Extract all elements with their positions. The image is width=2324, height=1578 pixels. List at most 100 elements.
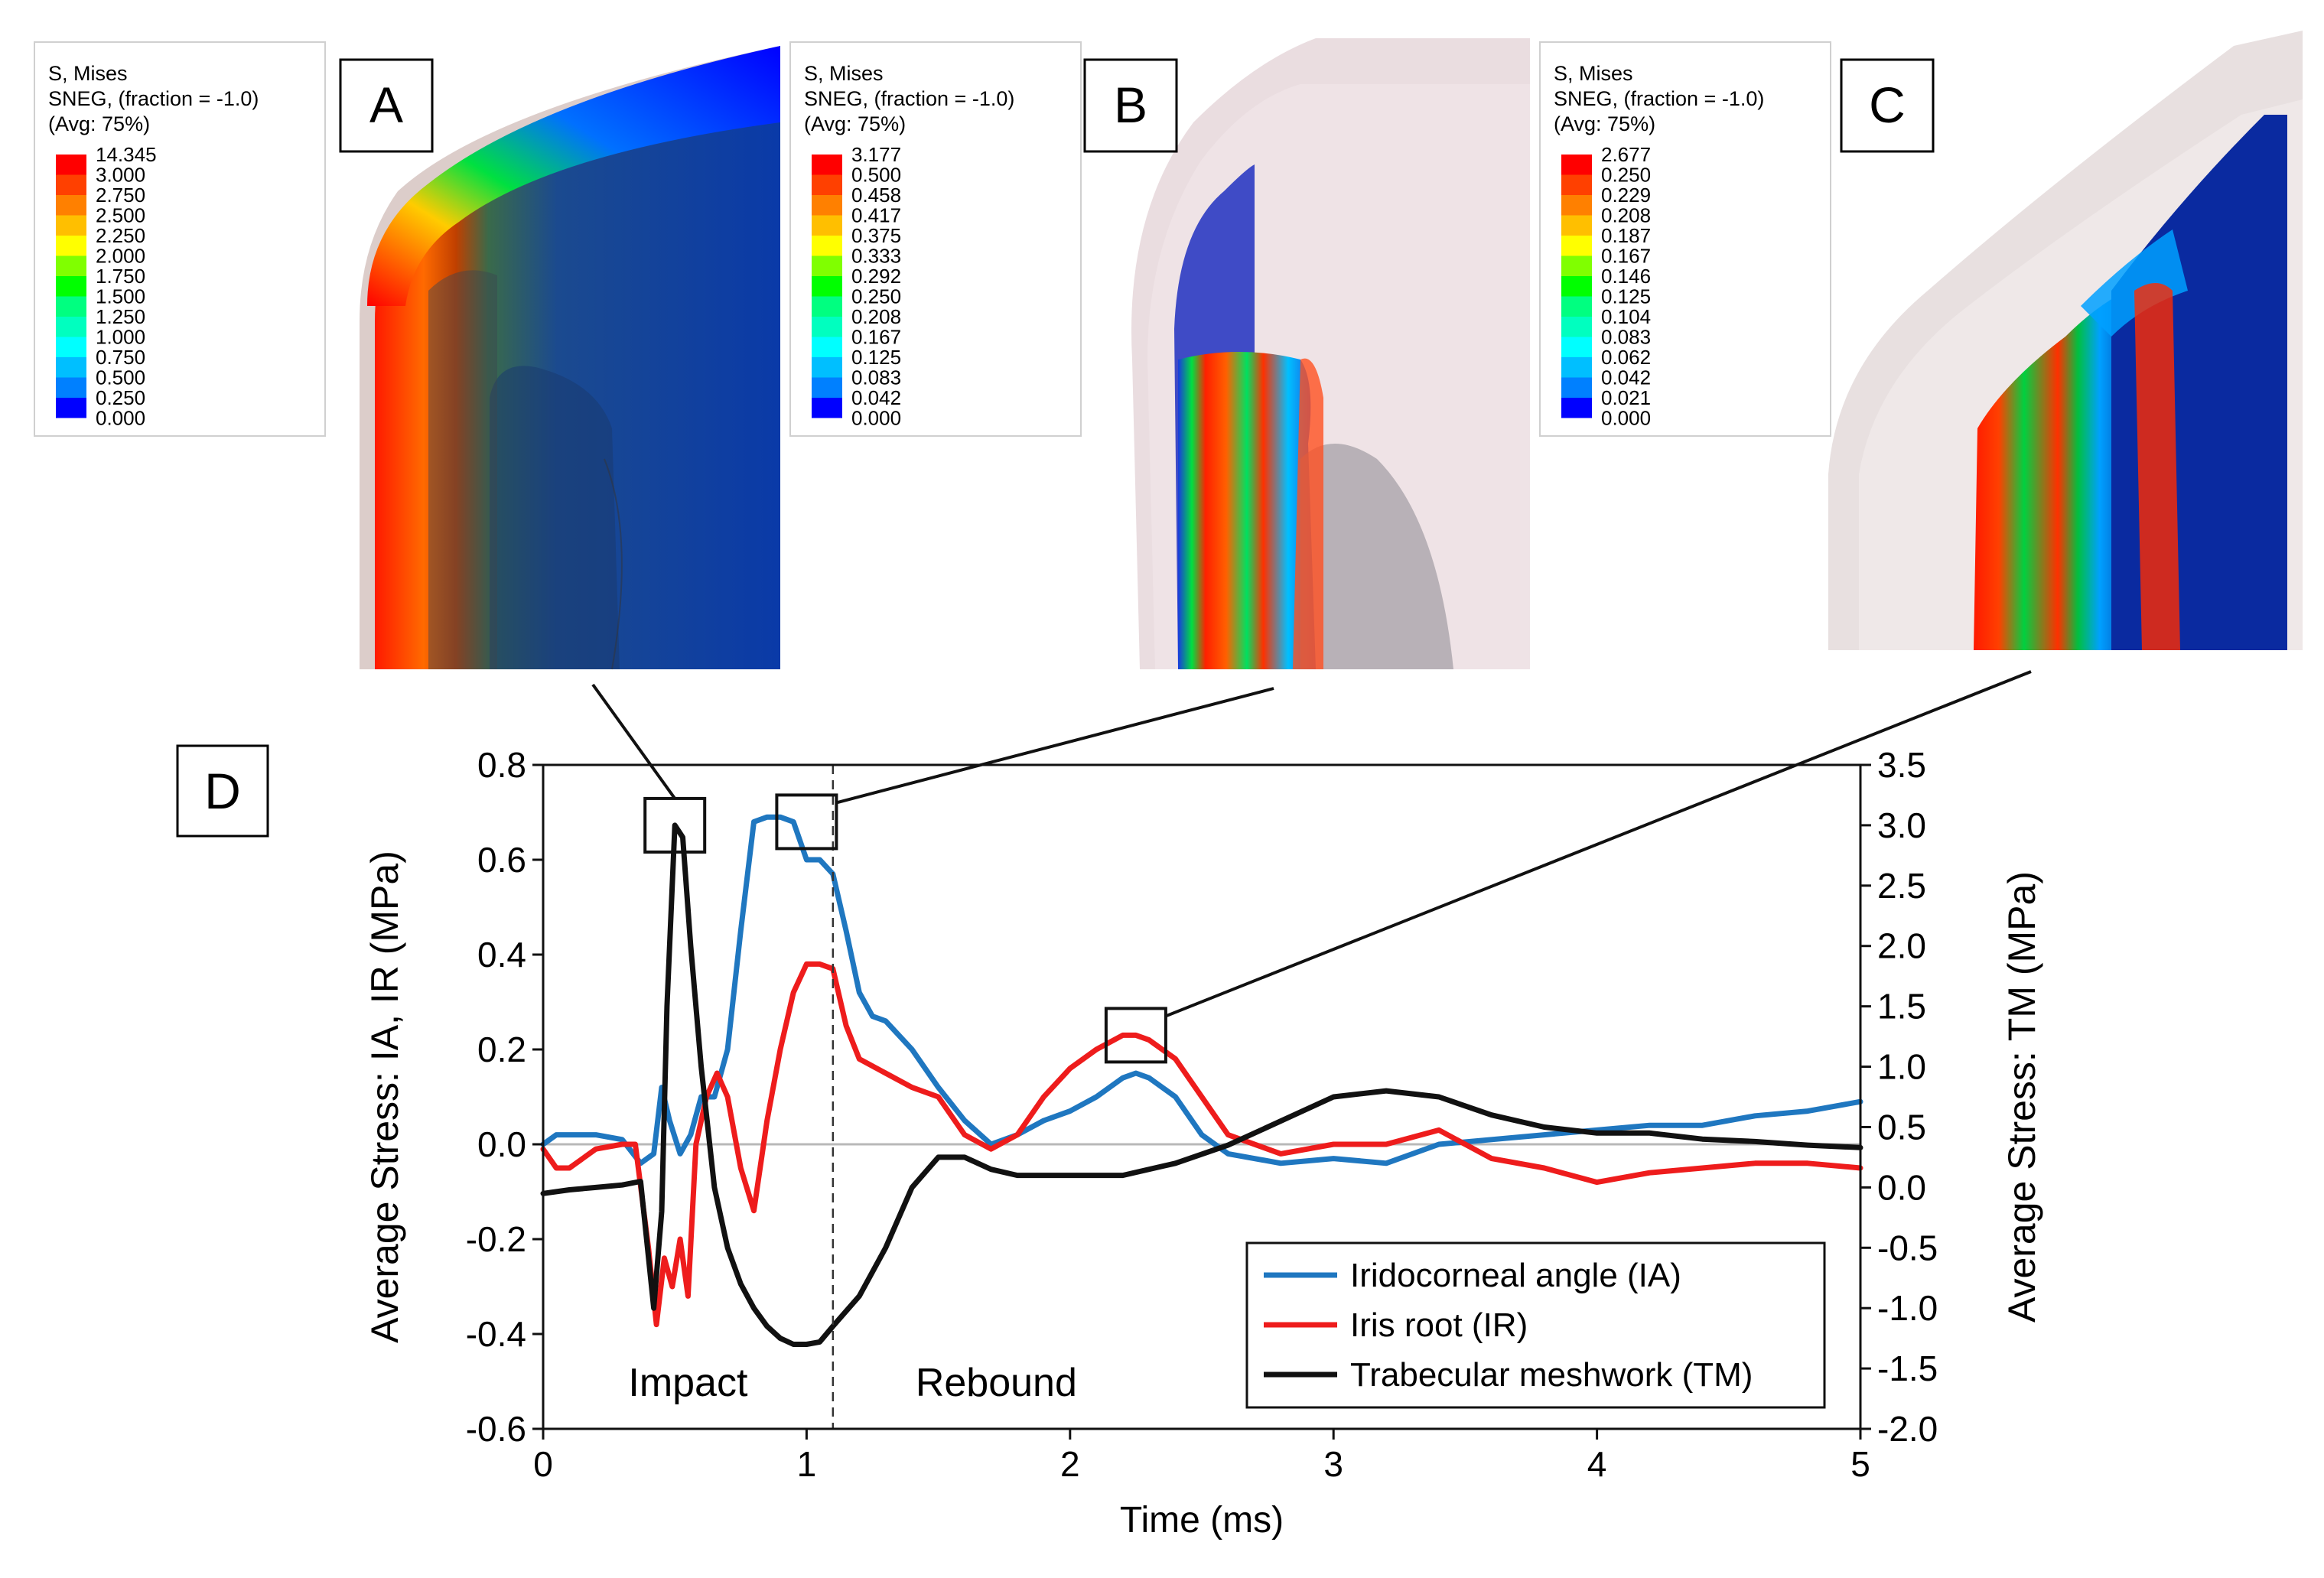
chart-legend-label: Iris root (IR) [1350, 1306, 1528, 1344]
x-axis-title: Time (ms) [1120, 1500, 1284, 1541]
legend-header-line: (Avg: 75%) [48, 112, 150, 135]
legend-color-swatch [1561, 255, 1592, 276]
highlight-box-c [1104, 1007, 1167, 1064]
y-right-tick-label: 1.5 [1877, 987, 1926, 1027]
svg-text:D: D [204, 763, 241, 819]
legend-color-swatch [1561, 317, 1592, 337]
legend-color-swatch [1561, 296, 1592, 317]
legend-value: 0.500 [851, 164, 901, 187]
annotation-layer [591, 670, 2032, 1429]
legend-header-line: S, Mises [804, 62, 884, 85]
y-right-tick-label: 1.0 [1877, 1047, 1926, 1087]
legend-value: 0.125 [1601, 285, 1651, 308]
legend-color-swatch [812, 377, 842, 398]
legend-color-swatch [1561, 236, 1592, 256]
legend-color-swatch [1561, 195, 1592, 216]
y-axis-right-title: Average Stress: TM (MPa) [2000, 871, 2043, 1323]
leader-line-c [1165, 670, 2032, 1018]
y-right-tick-label: 0.5 [1877, 1107, 1926, 1147]
y-right-tick-label: -1.0 [1877, 1288, 1938, 1328]
x-tick-label: 3 [1323, 1444, 1343, 1484]
legend-value: 0.083 [1601, 326, 1651, 349]
legend-color-swatch [812, 296, 842, 317]
legend-color-swatch [812, 195, 842, 216]
legend-color-swatch [812, 317, 842, 337]
panel-label-b: B [1083, 58, 1178, 153]
legend-color-swatch [56, 337, 86, 357]
legend-color-swatch [56, 195, 86, 216]
legend-value: 2.500 [96, 204, 145, 227]
legend-value: 0.000 [96, 407, 145, 430]
legend-color-swatch [56, 296, 86, 317]
legend-value: 0.250 [851, 285, 901, 308]
y-left-tick-label: -0.4 [466, 1314, 526, 1354]
impact-label: Impact [628, 1361, 748, 1405]
y-right-tick-label: -0.5 [1877, 1228, 1938, 1267]
legend-value: 3.177 [851, 143, 901, 166]
legend-header-line: SNEG, (fraction = -1.0) [48, 87, 259, 110]
leader-line-b [835, 687, 1274, 805]
svg-text:C: C [1869, 76, 1906, 133]
svg-text:A: A [369, 76, 403, 133]
legend-header-line: (Avg: 75%) [804, 112, 906, 135]
legend-color-swatch [812, 155, 842, 175]
legend-value: 0.250 [96, 386, 145, 409]
legend-value: 0.042 [1601, 366, 1651, 389]
legend-color-swatch [1561, 174, 1592, 195]
panel-label-d: D [176, 744, 269, 838]
legend-color-swatch [56, 155, 86, 175]
y-right-tick-label: 0.0 [1877, 1167, 1926, 1207]
legend-color-swatch [812, 215, 842, 236]
legend-value: 0.125 [851, 346, 901, 369]
chart-legend: Iridocorneal angle (IA) Iris root (IR) Tra… [1245, 1241, 1826, 1409]
panel-label-c: C [1840, 58, 1935, 153]
legend-color-swatch [56, 276, 86, 297]
y-left-tick-label: 0.4 [477, 935, 526, 974]
x-tick-label: 1 [797, 1444, 817, 1484]
legend-color-swatch [1561, 337, 1592, 357]
legend-color-swatch [56, 377, 86, 398]
legend-value: 0.146 [1601, 265, 1651, 288]
svg-text:B: B [1114, 76, 1147, 133]
legend-value: 0.208 [851, 305, 901, 328]
series-line-trabecular [540, 822, 1863, 1347]
legend-color-swatch [812, 276, 842, 297]
x-tick-label: 4 [1587, 1444, 1607, 1484]
legend-value: 0.000 [851, 407, 901, 430]
legend-color-swatch [56, 357, 86, 378]
chart-legend-label: Iridocorneal angle (IA) [1350, 1257, 1681, 1294]
legend-value: 2.250 [96, 224, 145, 247]
highlight-box-b [775, 793, 838, 851]
y-right-tick-label: -1.5 [1877, 1349, 1938, 1388]
legend-value: 0.500 [96, 366, 145, 389]
legend-value: 3.000 [96, 164, 145, 187]
chart-legend-label: Trabecular meshwork (TM) [1350, 1356, 1753, 1394]
legend-color-swatch [812, 236, 842, 256]
y-axis-left-title: Average Stress: IA, IR (MPa) [363, 851, 406, 1343]
legend-value: 1.750 [96, 265, 145, 288]
legend-header-line: (Avg: 75%) [1554, 112, 1655, 135]
x-tick-label: 0 [533, 1444, 553, 1484]
x-tick-label: 2 [1060, 1444, 1080, 1484]
chart-legend-frame [1245, 1241, 1826, 1409]
legend-color-swatch [812, 255, 842, 276]
y-left-tick-label: -0.2 [466, 1219, 526, 1259]
panel-b-image [1131, 38, 1530, 669]
y-right-tick-label: 3.5 [1877, 745, 1926, 785]
legend-color-swatch [1561, 276, 1592, 297]
y-right-tick-label: -2.0 [1877, 1409, 1938, 1449]
legend-color-swatch [812, 174, 842, 195]
legend-value: 0.167 [1601, 245, 1651, 268]
legend-value: 0.042 [851, 386, 901, 409]
legend-value: 0.104 [1601, 305, 1651, 328]
legend-value: 0.062 [1601, 346, 1651, 369]
legend-value: 0.000 [1601, 407, 1651, 430]
legend-value: 0.458 [851, 184, 901, 207]
plot-frame [542, 763, 1862, 1430]
legend-value: 0.083 [851, 366, 901, 389]
legend-value: 2.000 [96, 245, 145, 268]
legend-value: 0.750 [96, 346, 145, 369]
legend-color-swatch [56, 255, 86, 276]
